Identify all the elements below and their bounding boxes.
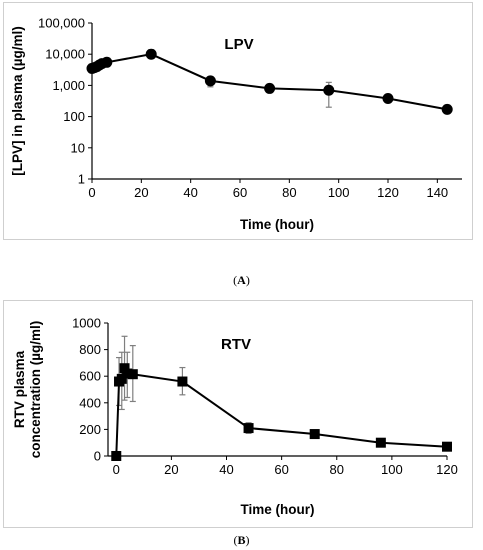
y-axis-title: [LPV] in plasma (µg/ml) xyxy=(10,26,25,176)
y-tick-label: 10,000 xyxy=(45,47,85,62)
x-tick-label: 40 xyxy=(219,462,233,477)
data-point xyxy=(323,84,335,96)
x-tick-label: 0 xyxy=(88,185,95,200)
x-tick-label: 100 xyxy=(381,462,403,477)
y-tick-label: 0 xyxy=(94,449,101,464)
series-line xyxy=(91,53,448,111)
lpv-chart: 1 10 100 1,000 10,000 100,000 0 20 40 60 80 100 120 1… xyxy=(10,16,462,232)
data-point xyxy=(243,423,254,434)
y-axis-title: concentration (µg/ml) xyxy=(28,321,43,459)
x-tick-label: 80 xyxy=(282,185,296,200)
y-tick-label: 1000 xyxy=(72,316,101,331)
y-axis-title: RTV plasma xyxy=(12,350,27,428)
rtv-chart: 0 200 400 600 800 1000 0 20 40 60 80 100 120 Time (ho… xyxy=(12,316,458,518)
x-tick-label: 120 xyxy=(377,185,399,200)
data-point xyxy=(177,376,188,387)
y-tick-label: 600 xyxy=(79,369,101,384)
caption-a-letter: A xyxy=(237,273,246,287)
y-tick-label: 1,000 xyxy=(52,78,85,93)
x-axis-title: Time (hour) xyxy=(240,217,314,232)
x-axis-title: Time (hour) xyxy=(241,502,315,517)
y-tick-label: 400 xyxy=(79,395,101,410)
rtv-chart-panel: 0 200 400 600 800 1000 0 20 40 60 80 100 120 Time (ho… xyxy=(3,300,473,528)
data-point xyxy=(309,429,320,440)
x-tick-label: 140 xyxy=(426,185,448,200)
data-point xyxy=(375,437,386,448)
caption-b-letter: B xyxy=(237,533,246,547)
y-tick-label: 200 xyxy=(79,422,101,437)
chart-title: RTV xyxy=(221,336,251,353)
caption-b: (B) xyxy=(233,533,250,547)
x-tick-label: 40 xyxy=(183,185,197,200)
data-point xyxy=(127,369,138,380)
data-point xyxy=(264,82,276,94)
data-point xyxy=(119,363,130,374)
x-tick-label: 100 xyxy=(328,185,350,200)
data-point xyxy=(382,93,394,105)
caption-a: (A) xyxy=(233,273,250,287)
x-tick-label: 20 xyxy=(164,462,178,477)
x-tick-label: 60 xyxy=(274,462,288,477)
series-line xyxy=(115,365,448,457)
data-point xyxy=(122,368,133,379)
y-tick-label: 1 xyxy=(78,172,85,187)
data-point xyxy=(204,75,216,87)
data-point xyxy=(442,441,452,452)
data-point xyxy=(111,451,122,461)
x-tick-label: 60 xyxy=(233,185,247,200)
y-tick-label: 100,000 xyxy=(38,16,85,31)
chart-title: LPV xyxy=(224,36,253,53)
y-tick-label: 10 xyxy=(71,140,85,155)
x-tick-label: 0 xyxy=(113,462,120,477)
data-point xyxy=(116,373,127,384)
y-tick-label: 100 xyxy=(63,109,85,124)
data-point xyxy=(441,103,453,115)
lpv-chart-panel: 1 10 100 1,000 10,000 100,000 0 20 40 60 80 100 120 1… xyxy=(3,2,473,240)
x-tick-label: 80 xyxy=(330,462,344,477)
y-tick-label: 800 xyxy=(79,342,101,357)
x-tick-label: 20 xyxy=(134,185,148,200)
x-tick-label: 120 xyxy=(436,462,458,477)
data-point xyxy=(101,56,113,68)
data-point xyxy=(145,48,157,60)
